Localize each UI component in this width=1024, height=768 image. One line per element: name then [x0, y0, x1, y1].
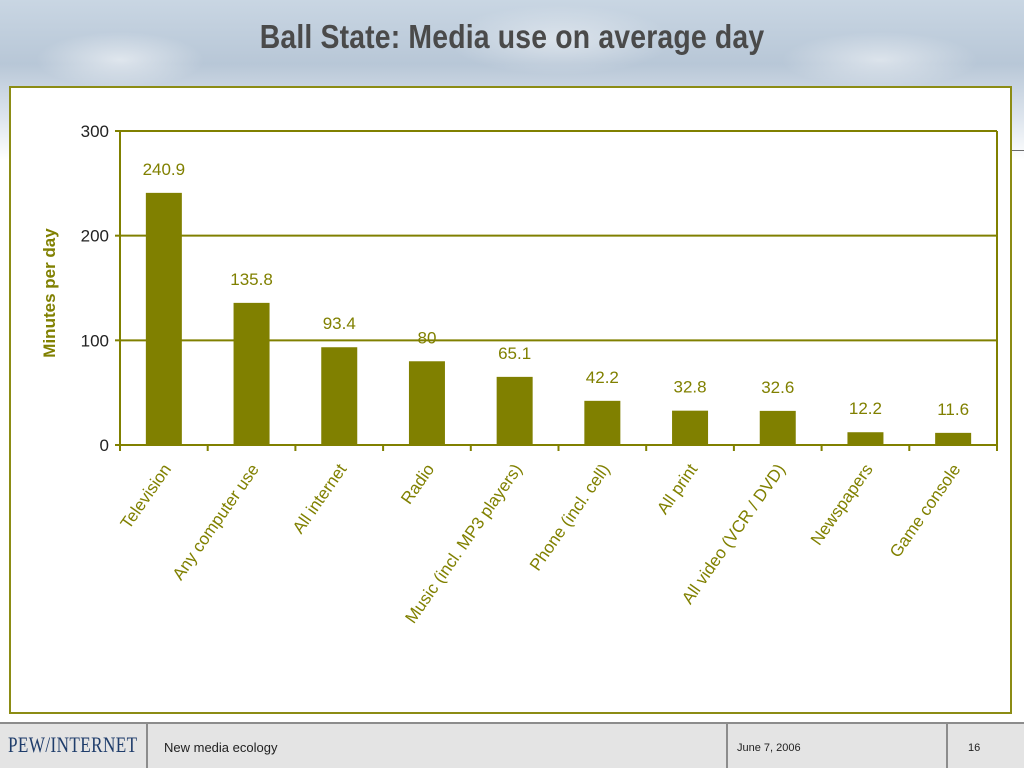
footer-date: June 7, 2006 [737, 742, 801, 754]
x-tick-label: Radio [397, 460, 438, 507]
data-label: 12.2 [849, 399, 882, 418]
x-tick-label: Television [117, 460, 175, 532]
data-label: 42.2 [586, 368, 619, 387]
x-tick-label: Phone (incl. cell) [526, 460, 614, 574]
footer-bar: PEW/INTERNET New media ecology June 7, 2… [0, 722, 1024, 768]
data-label: 93.4 [323, 314, 356, 333]
data-label: 11.6 [937, 400, 969, 419]
bar [233, 302, 270, 445]
footer-section-title: New media ecology [164, 740, 278, 755]
x-tick-label: Game console [886, 460, 964, 561]
y-axis-title: Minutes per day [40, 228, 59, 358]
x-tick-label: Newspapers [807, 460, 877, 548]
y-tick-label: 200 [81, 227, 109, 246]
bar [496, 376, 533, 445]
y-tick-label: 0 [100, 436, 109, 455]
x-tick-label: All internet [289, 460, 351, 537]
y-tick-label: 100 [81, 331, 109, 350]
bar [847, 432, 884, 445]
y-tick-label: 300 [81, 122, 109, 141]
x-tick-label: All video (VCR / DVD) [678, 460, 789, 607]
footer-divider [726, 724, 728, 768]
bar [672, 410, 709, 445]
bar [321, 347, 358, 445]
x-tick-label: Any computer use [169, 460, 263, 583]
bar [145, 192, 182, 445]
bar [935, 432, 972, 445]
data-label: 135.8 [230, 270, 273, 289]
footer-divider [946, 724, 948, 768]
data-label: 240.9 [143, 160, 186, 179]
footer-logo-cell: PEW/INTERNET [0, 724, 148, 768]
x-tick-label: All print [653, 460, 701, 518]
data-label: 65.1 [498, 344, 531, 363]
data-label: 32.8 [674, 378, 707, 397]
banner-rule [1010, 150, 1024, 151]
bar [408, 361, 445, 445]
slide-title: Ball State: Media use on average day [259, 18, 765, 55]
bar [584, 400, 621, 445]
pew-internet-logo: PEW/INTERNET [8, 732, 138, 757]
bar [759, 410, 796, 445]
data-label: 80 [417, 328, 436, 347]
data-label: 32.6 [761, 378, 794, 397]
bar-chart: 0 100 200 300 Minutes per day 240.9 Television… [40, 122, 998, 627]
page-number: 16 [968, 742, 981, 754]
chart-frame: 0 100 200 300 Minutes per day 240.9 Television… [9, 86, 1012, 714]
